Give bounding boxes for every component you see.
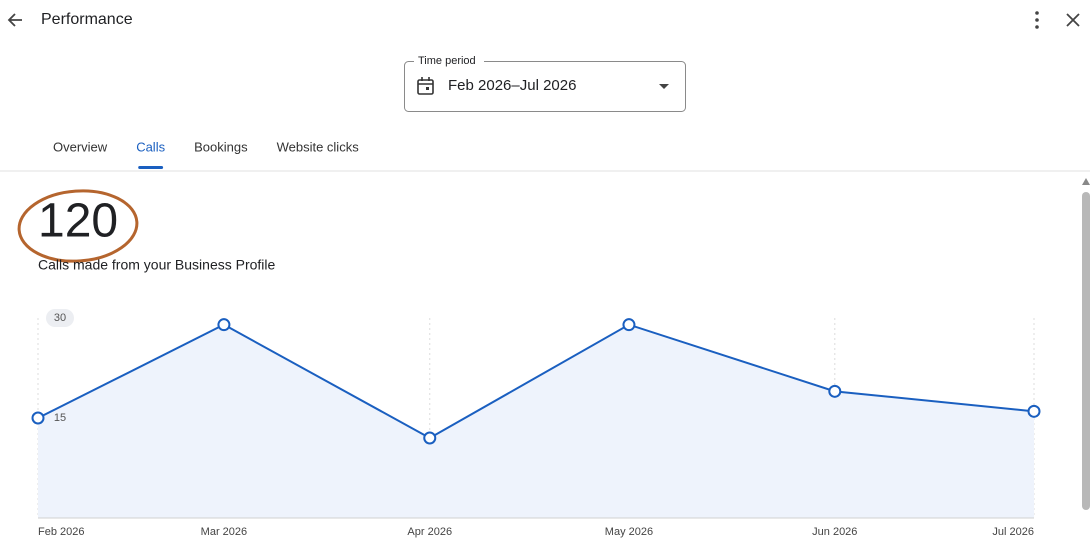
point[interactable] bbox=[828, 384, 842, 398]
area bbox=[38, 324, 1034, 518]
dropdown-arrow bbox=[659, 84, 669, 89]
calendar-icon bbox=[417, 77, 434, 95]
point[interactable] bbox=[423, 431, 437, 445]
point[interactable] bbox=[1027, 404, 1041, 418]
point[interactable] bbox=[622, 318, 636, 332]
summary-description: Calls made from your Business Profile bbox=[38, 257, 276, 273]
x-tick-label: Feb 2026 bbox=[38, 526, 84, 538]
time-period-label: Time period bbox=[418, 55, 476, 67]
more-menu[interactable] bbox=[1035, 11, 1039, 29]
time-period-select[interactable]: Time period Feb 2026–Jul 2026 bbox=[404, 54, 686, 112]
tab[interactable]: Overview bbox=[53, 139, 108, 154]
y-tick-label: 30 bbox=[54, 312, 66, 324]
time-period-value: Feb 2026–Jul 2026 bbox=[448, 77, 576, 94]
scrollbar[interactable] bbox=[1082, 178, 1090, 510]
chart: 15 30 Feb 2026 Mar 2026 Apr 2026 May 2026 Jun … bbox=[31, 309, 1041, 538]
close-button[interactable] bbox=[1066, 13, 1080, 27]
total-calls: 120 bbox=[38, 195, 118, 248]
point[interactable] bbox=[31, 411, 45, 425]
line bbox=[37, 323, 1035, 440]
y-tick-pill bbox=[46, 309, 74, 327]
highlight-circle bbox=[17, 189, 139, 263]
tab-indicator bbox=[138, 166, 164, 169]
back-button[interactable] bbox=[7, 13, 22, 27]
page-title: Performance bbox=[41, 11, 133, 28]
y-tick-label: 15 bbox=[54, 412, 66, 424]
tab-bar: Overview Calls Bookings Website clicks bbox=[53, 139, 359, 169]
x-tick-label: Jun 2026 bbox=[812, 526, 857, 538]
x-tick-label: Apr 2026 bbox=[407, 526, 452, 538]
tab[interactable]: Calls bbox=[136, 139, 165, 154]
x-tick-label: May 2026 bbox=[605, 526, 653, 538]
x-tick-label: Jul 2026 bbox=[992, 526, 1034, 538]
tab[interactable]: Website clicks bbox=[277, 139, 360, 154]
tab[interactable]: Bookings bbox=[194, 139, 248, 154]
x-tick-label: Mar 2026 bbox=[201, 526, 247, 538]
point[interactable] bbox=[217, 318, 231, 332]
